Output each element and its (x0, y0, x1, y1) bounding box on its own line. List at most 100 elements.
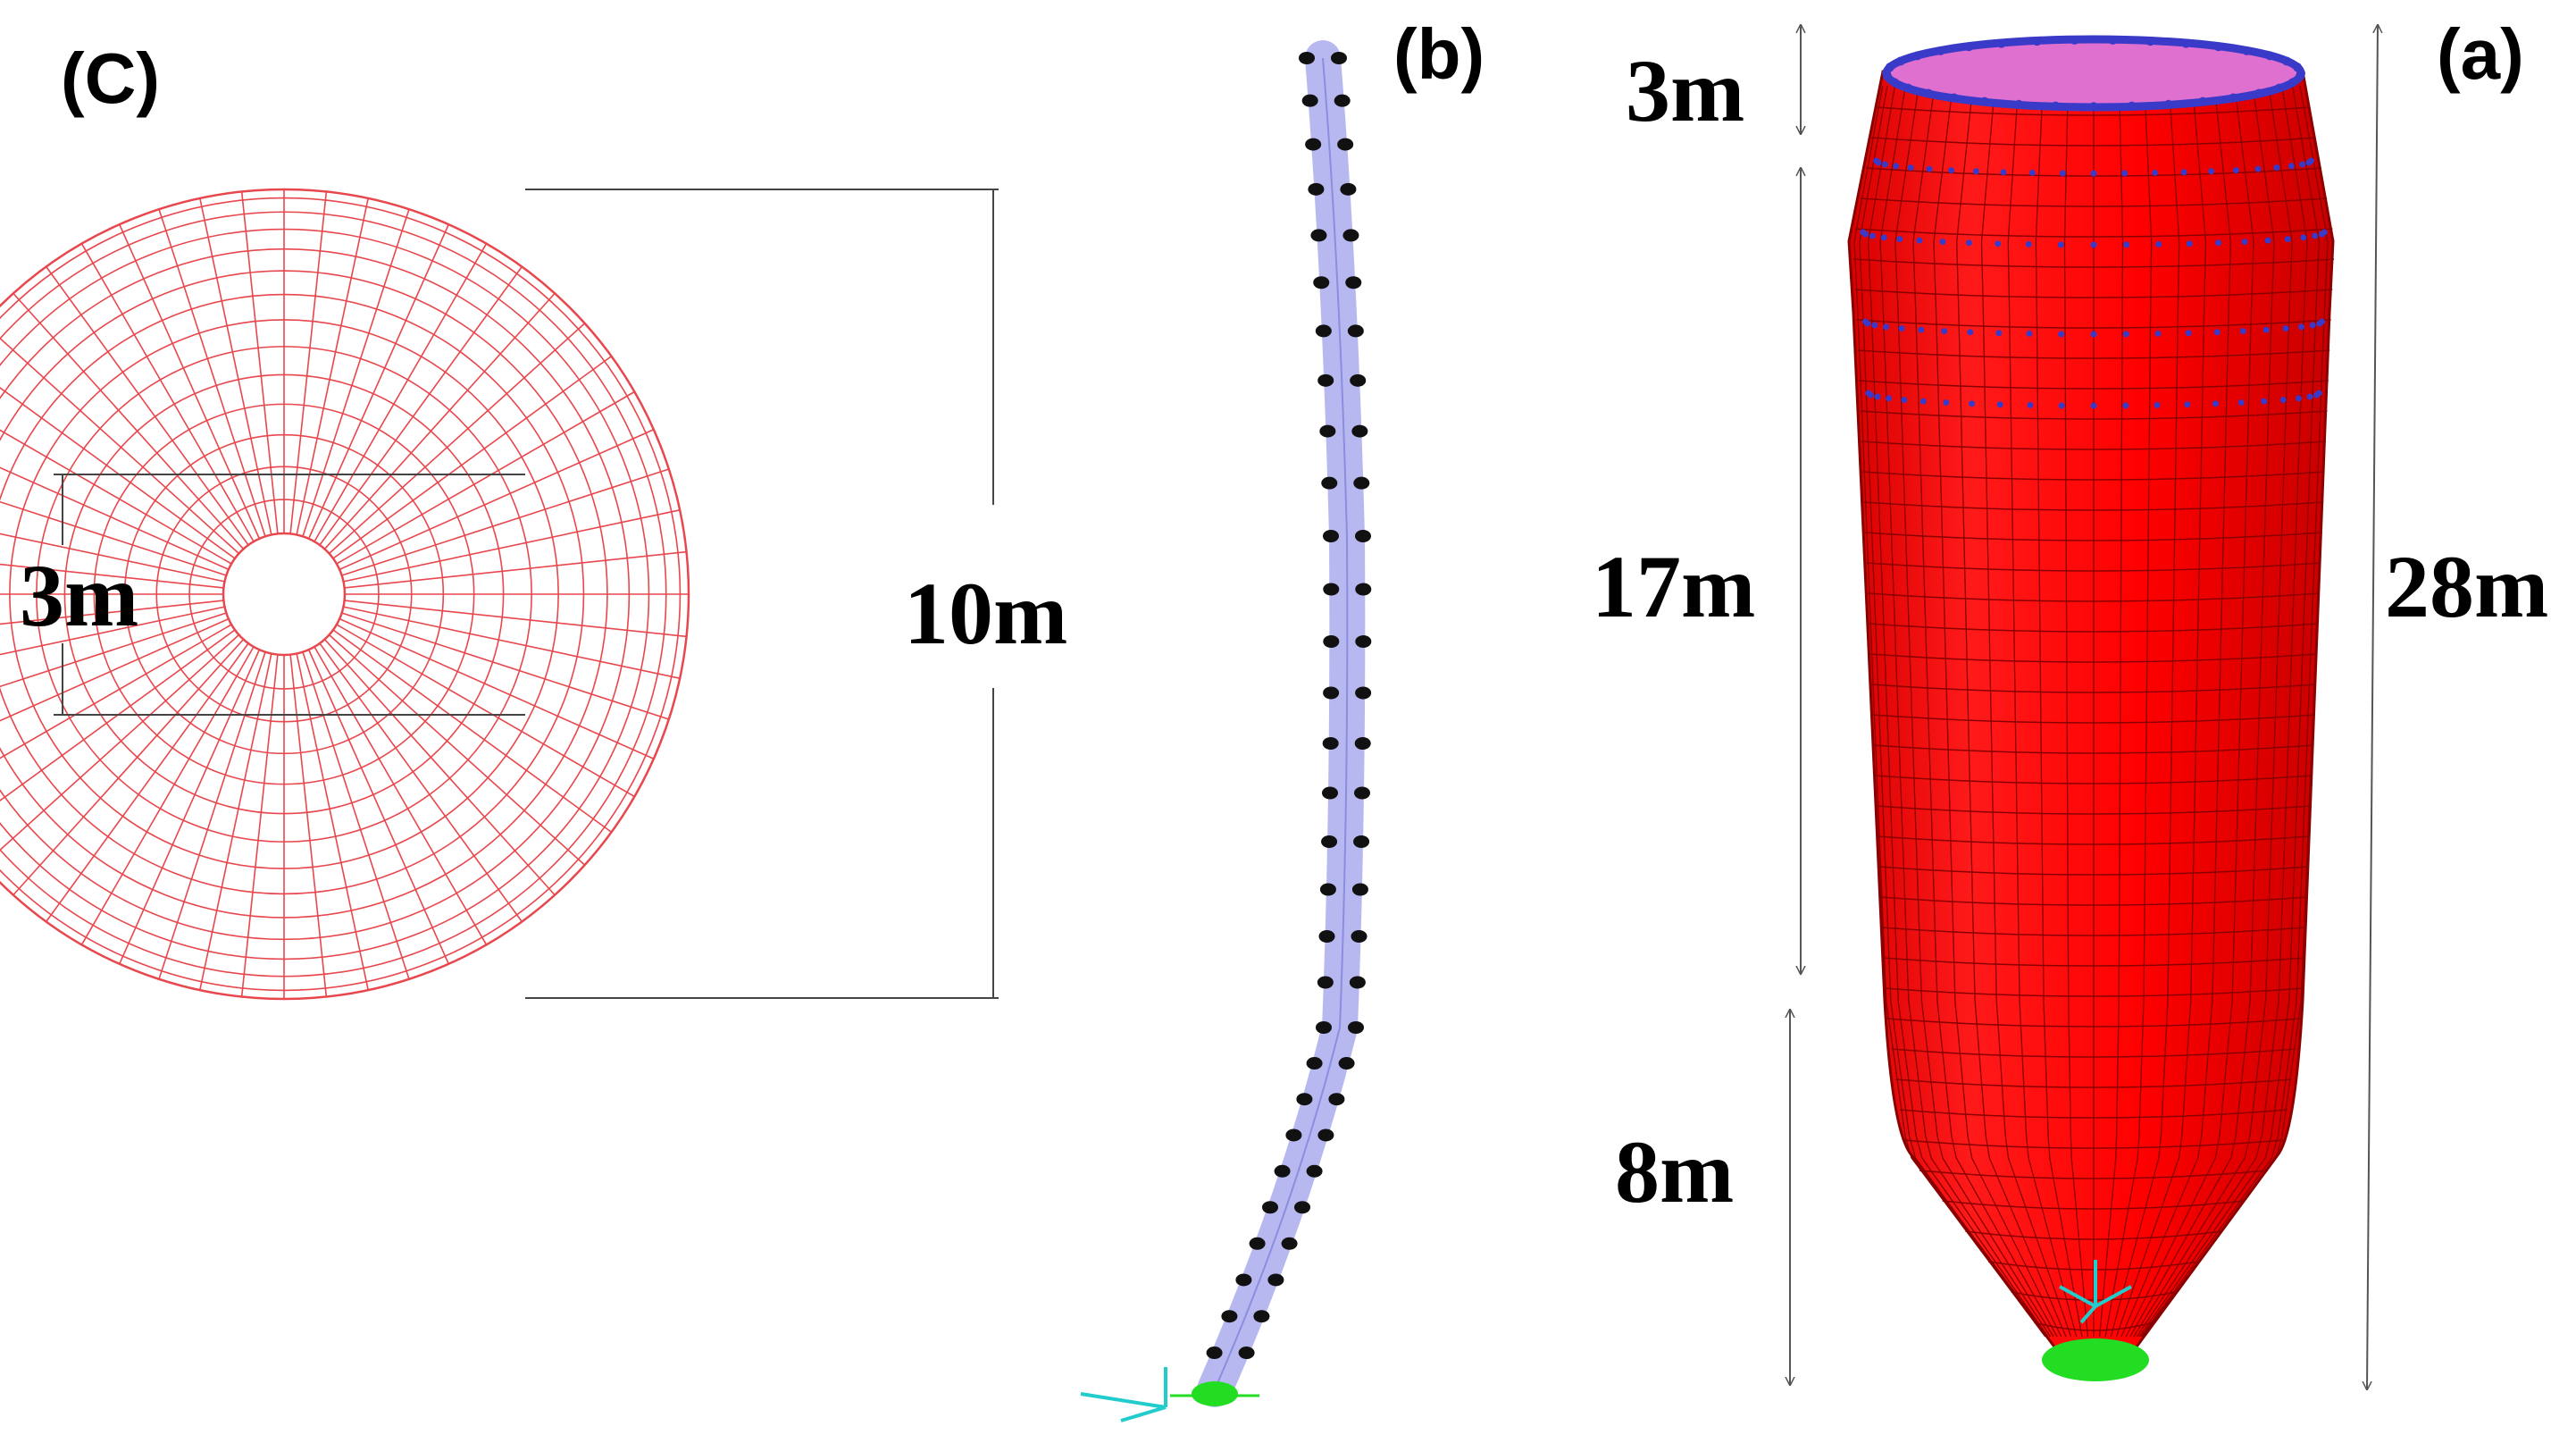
panel-b-label: (b) (1393, 14, 1485, 94)
shell-coordinate-axes (2059, 1260, 2132, 1324)
beam-node (1345, 276, 1362, 289)
shell-base-support (2042, 1338, 2149, 1381)
mesh-radial-line (0, 337, 240, 555)
outer-diameter-label: 10m (904, 564, 1067, 663)
rim-node-marker (2262, 326, 2270, 333)
mesh-radial-line (0, 617, 230, 722)
rim-node-marker (1903, 83, 1913, 93)
rim-node-marker (1949, 93, 1959, 103)
shell-meridian-line (1980, 85, 2072, 1338)
beam-node (1313, 276, 1330, 289)
panel-c-annular-mesh: (C) 10m 3m (0, 38, 1067, 1001)
dim-top-segment-label: 3m (1626, 41, 1744, 140)
rim-node-marker (1883, 323, 1890, 331)
rim-node-marker (2274, 83, 2284, 93)
rim-node-marker (1919, 398, 1927, 405)
beam-node (1353, 476, 1370, 490)
beam-nodes (1206, 52, 1372, 1360)
mesh-radial-line (339, 617, 655, 759)
mesh-radial-line (323, 638, 556, 896)
shell-meridian-line (2129, 85, 2275, 1338)
rim-node-marker (1964, 42, 1974, 52)
rim-node-marker (2279, 397, 2287, 404)
mesh-radial-line (332, 629, 612, 833)
rim-node-marker (1979, 96, 1989, 106)
beam-node (1323, 635, 1340, 648)
panel-b-beam-model: (b) (1080, 14, 1485, 1422)
shell-meridian-line (1859, 85, 2047, 1338)
shell-x-axis (2095, 1285, 2132, 1308)
mesh-radial-line (344, 600, 687, 638)
beam-node (1296, 1093, 1313, 1106)
rim-node-marker (2058, 331, 2065, 338)
rim-node-marker (2014, 99, 2024, 109)
mesh-radial-line (296, 653, 369, 991)
mesh-radial-line (46, 266, 249, 546)
beam-node (1323, 530, 1339, 542)
beam-node (1262, 1201, 1278, 1214)
rim-node-marker (2123, 241, 2130, 248)
rim-node-marker (2184, 401, 2191, 408)
rim-node-marker (1881, 161, 1888, 168)
beam-node (1322, 737, 1339, 750)
rim-node-marker (1889, 78, 1899, 88)
rim-node-marker (2152, 169, 2159, 176)
shell-meridian-line (1867, 85, 2049, 1338)
rim-node-marker (1886, 395, 1893, 402)
beam-node (1340, 182, 1357, 196)
rim-node-marker (1867, 391, 1874, 399)
rim-node-marker (2282, 325, 2289, 332)
rim-node-marker (1972, 168, 1979, 175)
shell-top-opening (1886, 39, 2301, 107)
rim-node-marker (2299, 161, 2306, 168)
dim-bottom-segment-label: 8m (1615, 1122, 1734, 1221)
rim-node-marker (2026, 330, 2033, 337)
beam-node (1306, 1164, 1323, 1178)
rim-node-marker (1875, 159, 1882, 166)
rim-node-marker (2051, 101, 2061, 111)
shell-meridian-line (2104, 85, 2153, 1338)
dim-total-height-label: 28m (2385, 537, 2548, 636)
beam-node (1249, 1237, 1266, 1250)
shell-meridian-line (2141, 85, 2334, 1338)
mesh-radial-line (0, 606, 225, 656)
shell-meridian-line (2035, 85, 2083, 1338)
mesh-radial-line (314, 243, 488, 542)
mesh-radial-line (0, 624, 232, 759)
mesh-radial-line (0, 386, 236, 559)
rim-node-marker (2108, 35, 2118, 45)
beam-node (1323, 686, 1340, 700)
rim-node-marker (2145, 37, 2155, 46)
rim-node-marker (2000, 169, 2007, 176)
rim-node-marker (1885, 63, 1894, 72)
rim-node-marker (2264, 237, 2271, 244)
rim-node-marker (1901, 397, 1908, 404)
rim-node-marker (2284, 236, 2291, 243)
mesh-radial-line (119, 223, 261, 540)
mesh-radial-line (307, 223, 449, 540)
panel-a-label: (a) (2437, 14, 2524, 94)
rim-node-marker (1912, 51, 1922, 61)
rim-node-marker (1996, 401, 2003, 408)
mesh-radial-line (0, 429, 232, 565)
beam-node (1348, 1021, 1364, 1034)
mesh-radial-line (302, 651, 410, 980)
rim-node-marker (1943, 399, 1950, 407)
beam-node (1305, 138, 1322, 151)
beam-node (1355, 635, 1372, 648)
rim-node-marker (1941, 328, 1948, 335)
beam-node (1317, 1128, 1334, 1142)
beam-node (1308, 182, 1325, 196)
beam-node (1334, 94, 1351, 107)
mesh-radial-line (339, 429, 655, 571)
base-support (1170, 1381, 1259, 1406)
beam-node (1294, 1201, 1310, 1214)
beam-node (1299, 52, 1315, 64)
beam-node (1354, 786, 1370, 800)
beam-node (1253, 1310, 1270, 1323)
beam-node (1328, 1093, 1345, 1106)
dim-middle-segment-label: 17m (1592, 537, 1755, 636)
beam-node (1355, 530, 1371, 542)
shell-meridian-line (2138, 85, 2321, 1338)
